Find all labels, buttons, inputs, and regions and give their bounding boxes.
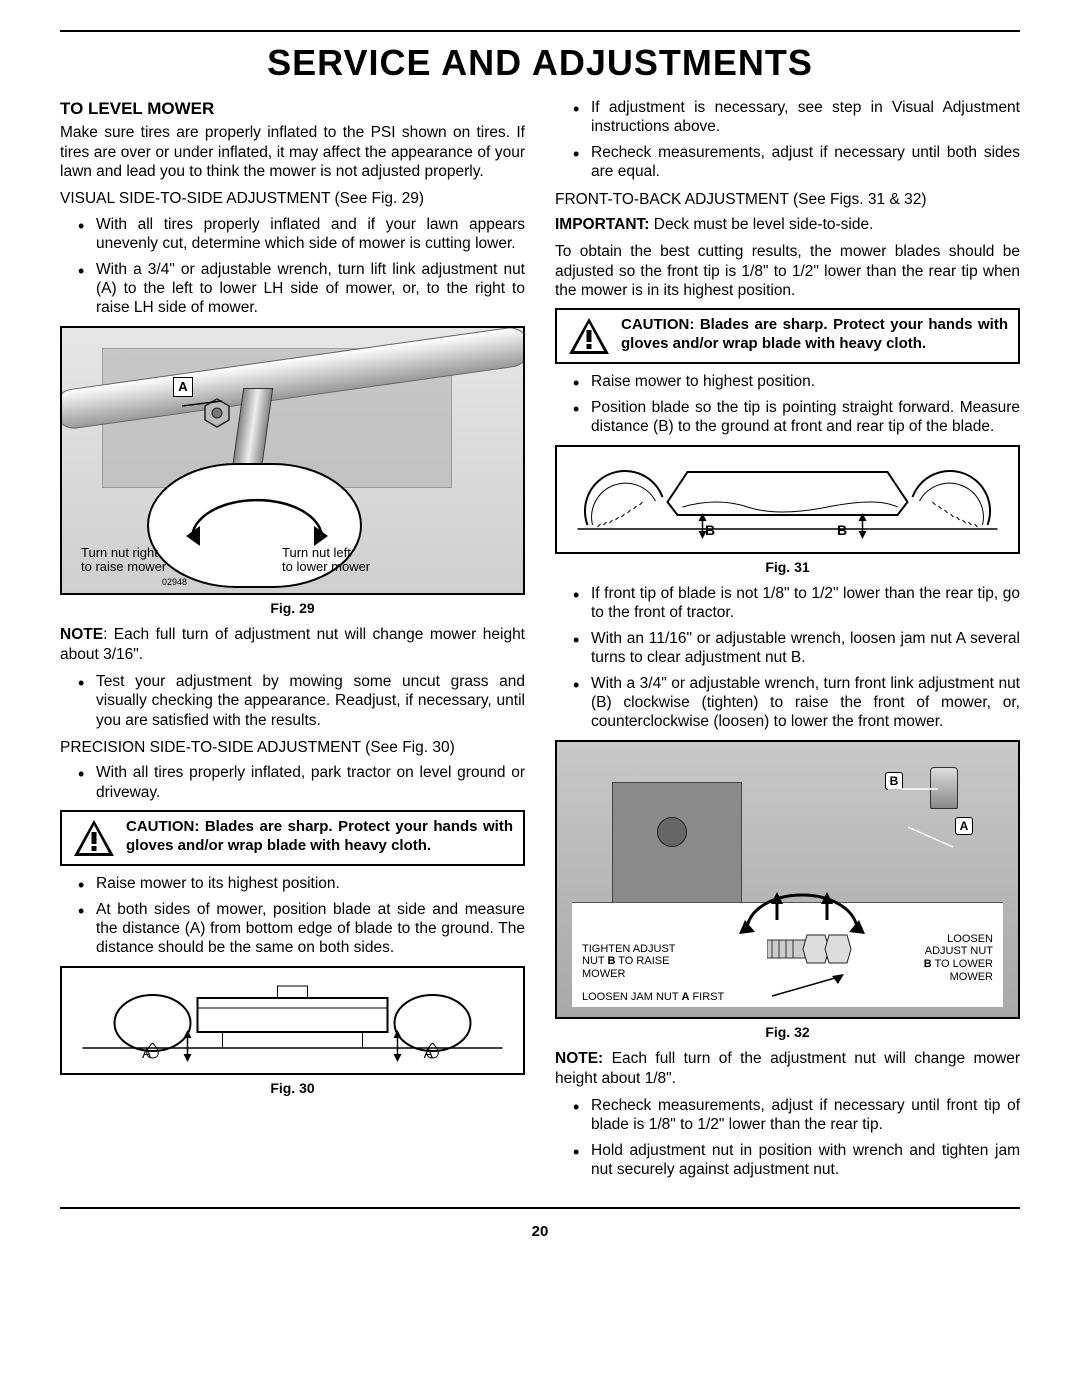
fig29-left-text: Turn nut rightto raise mower (81, 546, 166, 575)
turn-arrows-icon (737, 890, 867, 935)
mower-side-view-icon (557, 447, 1018, 552)
loosen-text: LOOSEN ADJUST NUT B TO LOWER MOWER (924, 933, 993, 984)
figure-32: B A (555, 740, 1020, 1019)
fig31-caption: Fig. 31 (555, 559, 1020, 577)
bullet-item: Recheck measurements, adjust if necessar… (573, 143, 1020, 182)
important-line: IMPORTANT: Deck must be level side-to-si… (555, 215, 1020, 234)
bullet-item: With all tires properly inflated, park t… (78, 763, 525, 802)
ftb-paragraph: To obtain the best cutting results, the … (555, 242, 1020, 300)
bullet-item: Recheck measurements, adjust if necessar… (573, 1096, 1020, 1135)
precision-heading: PRECISION SIDE-TO-SIDE ADJUSTMENT (See F… (60, 738, 525, 757)
page-border: SERVICE AND ADJUSTMENTS TO LEVEL MOWER M… (60, 30, 1020, 1209)
warning-triangle-icon (567, 316, 611, 356)
label-a-right: A (424, 1045, 433, 1063)
two-column-layout: TO LEVEL MOWER Make sure tires are prope… (60, 98, 1020, 1187)
warning-triangle-icon (72, 818, 116, 858)
bullet-item: Raise mower to highest position. (573, 372, 1020, 391)
visual-adjustment-heading: VISUAL SIDE-TO-SIDE ADJUSTMENT (See Fig.… (60, 189, 525, 208)
figure-29: A Turn nut rightto raise mower Turn nut … (60, 326, 525, 595)
note-1: NOTE: Each full turn of adjustment nut w… (60, 625, 525, 664)
bullet-item: Raise mower to its highest position. (78, 874, 525, 893)
bullet-item: Test your adjustment by mowing some uncu… (78, 672, 525, 730)
bullet-item: If front tip of blade is not 1/8" to 1/2… (573, 584, 1020, 623)
right-column: If adjustment is necessary, see step in … (555, 98, 1020, 1187)
note-2: NOTE: Each full turn of the adjustment n… (555, 1049, 1020, 1088)
bullet-item: With a 3/4" or adjustable wrench, turn l… (78, 260, 525, 318)
fig29-drawing-id: 02948 (162, 577, 187, 588)
tighten-text: TIGHTEN ADJUST NUT B TO RAISE MOWER (582, 943, 676, 981)
rotation-arrows-icon (172, 498, 342, 590)
label-b-right: B (837, 522, 847, 540)
caution-box: CAUTION: Blades are sharp. Protect your … (555, 308, 1020, 364)
jam-nut-text: LOOSEN JAM NUT A FIRST (582, 991, 724, 1004)
bullet-item: At both sides of mower, position blade a… (78, 900, 525, 958)
to-level-mower-heading: TO LEVEL MOWER (60, 98, 525, 119)
fig32-caption: Fig. 32 (555, 1024, 1020, 1042)
mower-front-view-icon (62, 968, 523, 1073)
caution-text: CAUTION: Blades are sharp. Protect your … (126, 818, 513, 856)
page-number: 20 (60, 1223, 1020, 1240)
figure-31: B B (555, 445, 1020, 554)
left-column: TO LEVEL MOWER Make sure tires are prope… (60, 98, 525, 1187)
label-a: A (173, 377, 193, 397)
visual-bullets: With all tires properly inflated and if … (60, 215, 525, 318)
fig29-caption: Fig. 29 (60, 600, 525, 618)
bullet-item: With an 11/16" or adjustable wrench, loo… (573, 629, 1020, 668)
bullet-item: If adjustment is necessary, see step in … (573, 98, 1020, 137)
ftb-heading: FRONT-TO-BACK ADJUSTMENT (See Figs. 31 &… (555, 190, 1020, 209)
caution-text: CAUTION: Blades are sharp. Protect your … (621, 316, 1008, 354)
bullet-item: Hold adjustment nut in position with wre… (573, 1141, 1020, 1180)
bullet-item: Position blade so the tip is pointing st… (573, 398, 1020, 437)
intro-paragraph: Make sure tires are properly inflated to… (60, 123, 525, 181)
caution-box: CAUTION: Blades are sharp. Protect your … (60, 810, 525, 866)
label-a-left: A (142, 1045, 151, 1063)
figure-30: A A (60, 966, 525, 1075)
label-b-left: B (705, 522, 715, 540)
fig29-right-text: Turn nut leftto lower mower (282, 546, 370, 575)
bullet-item: With all tires properly inflated and if … (78, 215, 525, 254)
fig30-caption: Fig. 30 (60, 1080, 525, 1098)
page-title: SERVICE AND ADJUSTMENTS (60, 42, 1020, 84)
bullet-item: With a 3/4" or adjustable wrench, turn f… (573, 674, 1020, 732)
